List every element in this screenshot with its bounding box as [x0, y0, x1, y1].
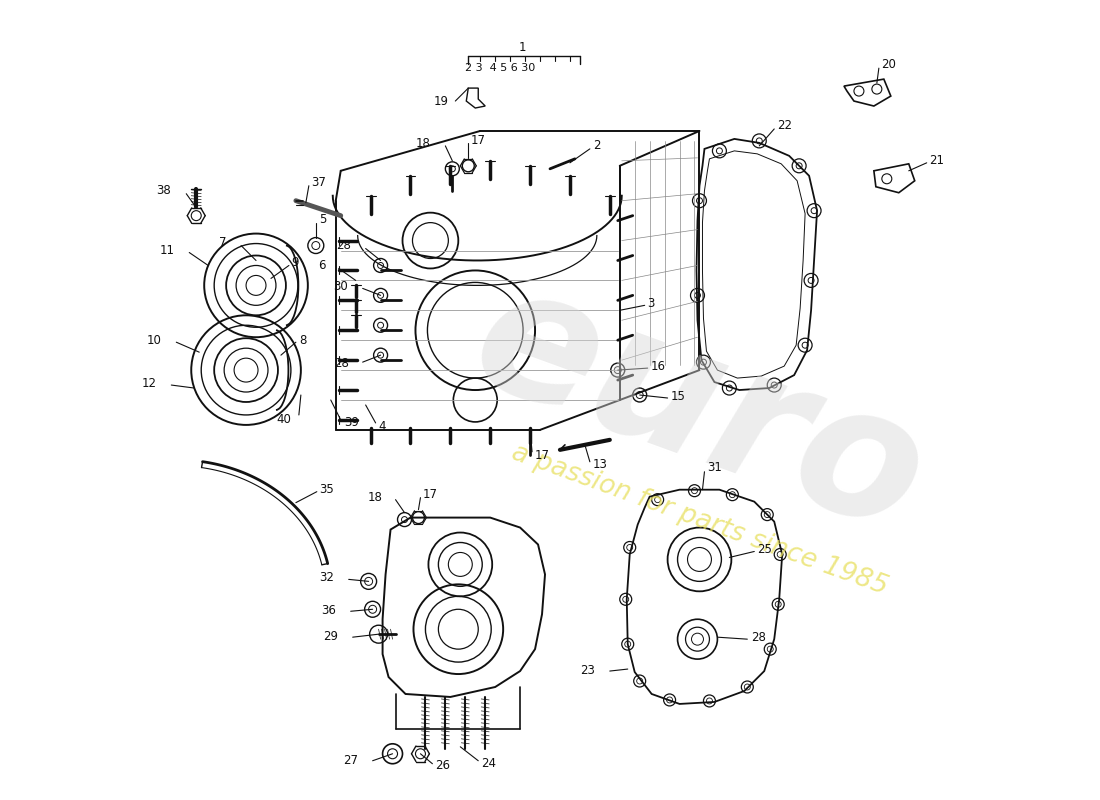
- Text: 28: 28: [751, 630, 767, 644]
- Text: 12: 12: [142, 377, 156, 390]
- Text: 30: 30: [333, 280, 348, 293]
- Text: 26: 26: [436, 759, 450, 772]
- Text: 10: 10: [146, 334, 162, 346]
- Text: 4: 4: [378, 421, 386, 434]
- Text: 3: 3: [648, 297, 654, 310]
- Text: 15: 15: [671, 390, 685, 402]
- Text: 1: 1: [518, 41, 526, 54]
- Text: 40: 40: [276, 414, 290, 426]
- Text: 38: 38: [156, 184, 172, 198]
- Text: 2 3  4 5 6 30: 2 3 4 5 6 30: [465, 63, 536, 73]
- Text: 23: 23: [580, 663, 595, 677]
- Text: 16: 16: [650, 360, 666, 373]
- Text: 19: 19: [433, 94, 449, 107]
- Text: 9: 9: [290, 256, 298, 269]
- Text: 37: 37: [311, 176, 326, 190]
- Text: 17: 17: [471, 134, 485, 147]
- Text: 32: 32: [319, 571, 333, 584]
- Text: 28: 28: [336, 239, 351, 252]
- Text: 39: 39: [343, 417, 359, 430]
- Text: 25: 25: [757, 543, 772, 556]
- Text: 28: 28: [333, 357, 349, 370]
- Text: 5: 5: [319, 213, 327, 226]
- Text: 24: 24: [481, 758, 496, 770]
- Text: 18: 18: [416, 138, 430, 150]
- Text: 13: 13: [593, 458, 607, 471]
- Text: 20: 20: [881, 58, 895, 70]
- Text: 11: 11: [160, 244, 174, 257]
- Text: a passion for parts since 1985: a passion for parts since 1985: [508, 439, 891, 600]
- Text: 2: 2: [593, 139, 601, 152]
- Text: 6: 6: [318, 259, 326, 272]
- Text: 8: 8: [299, 334, 306, 346]
- Text: 17: 17: [422, 488, 438, 501]
- Text: 36: 36: [321, 604, 336, 617]
- Text: 18: 18: [367, 491, 383, 504]
- Text: 27: 27: [343, 754, 358, 767]
- Text: 29: 29: [322, 630, 338, 642]
- Text: 31: 31: [707, 462, 723, 474]
- Text: 7: 7: [219, 236, 227, 249]
- Text: 21: 21: [928, 154, 944, 167]
- Text: 22: 22: [778, 119, 792, 133]
- Text: euro: euro: [451, 248, 947, 572]
- Text: 35: 35: [319, 483, 333, 496]
- Text: 17: 17: [535, 450, 550, 462]
